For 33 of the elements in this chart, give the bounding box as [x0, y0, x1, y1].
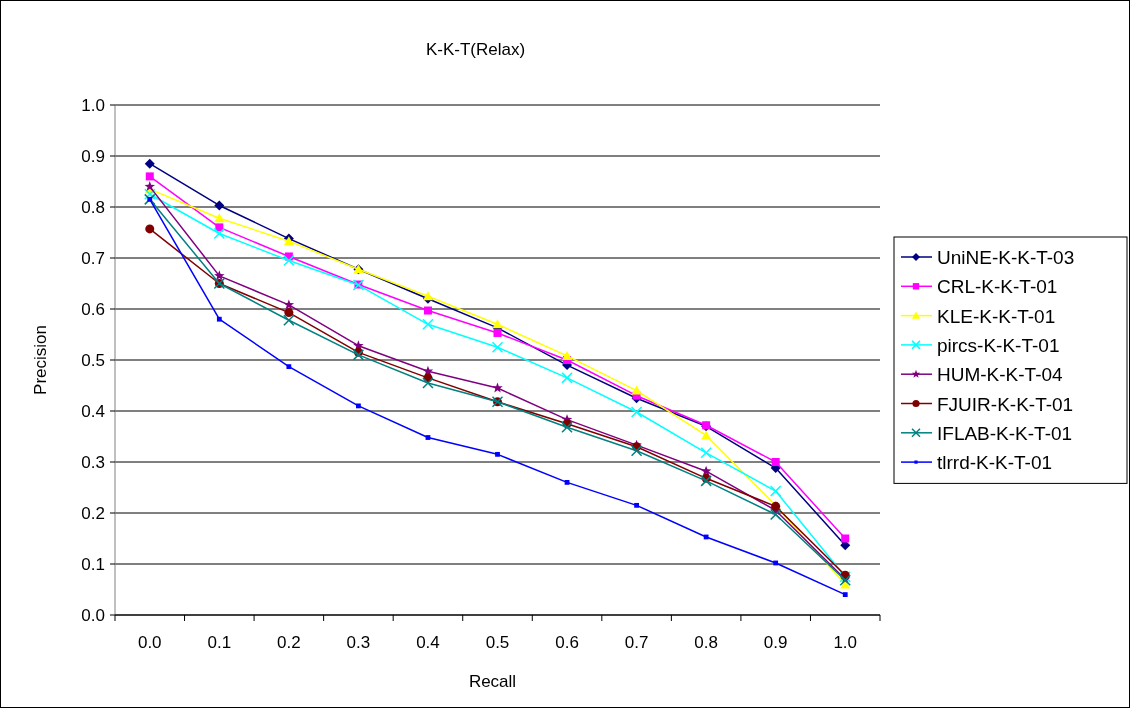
legend-label: UniNE-K-K-T-03 [937, 247, 1075, 268]
y-tick-label: 0.0 [81, 606, 105, 625]
y-tick-label: 0.3 [81, 453, 105, 472]
x-tick-label: 0.9 [763, 633, 788, 652]
legend-label: IFLAB-K-K-T-01 [937, 422, 1073, 444]
y-tick-label: 0.4 [81, 402, 105, 421]
y-tick-label: 1.0 [81, 96, 105, 115]
x-tick-label: 0.7 [624, 633, 649, 652]
y-tick-label: 0.9 [81, 147, 105, 166]
x-tick-label: 0.0 [137, 633, 162, 652]
y-tick-label: 0.8 [81, 198, 105, 217]
legend-label: CRL-K-K-T-01 [937, 276, 1058, 298]
y-tick-label: 0.5 [81, 351, 105, 370]
x-tick-label: 0.4 [416, 633, 440, 652]
y-axis-title: Precision [31, 325, 50, 395]
chart-title: K-K-T(Relax) [425, 40, 526, 59]
x-tick-label: 1.0 [833, 633, 858, 652]
y-tick-label: 0.7 [81, 249, 105, 268]
legend-label: FJUIR-K-K-T-01 [937, 393, 1074, 415]
x-axis-title: Recall [468, 672, 517, 691]
x-tick-label: 0.6 [555, 633, 579, 652]
legend-label: KLE-K-K-T-01 [937, 305, 1056, 327]
x-tick-label: 0.8 [694, 633, 718, 652]
y-tick-label: 0.2 [81, 504, 105, 523]
legend-label: HUM-K-K-T-04 [937, 364, 1064, 386]
y-tick-label: 0.6 [81, 300, 105, 319]
y-tick-label: 0.1 [81, 555, 105, 574]
x-tick-label: 0.5 [485, 633, 510, 652]
x-tick-label: 0.3 [346, 633, 371, 652]
legend-label: pircs-K-K-T-01 [937, 334, 1060, 356]
legend-label: tlrrd-K-K-T-01 [937, 452, 1053, 474]
x-tick-label: 0.2 [277, 633, 301, 652]
x-tick-label: 0.1 [207, 633, 232, 652]
